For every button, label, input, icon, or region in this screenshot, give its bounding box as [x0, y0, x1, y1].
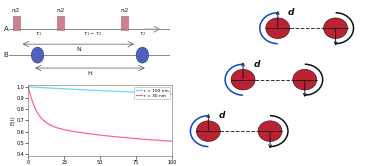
FancyBboxPatch shape [13, 16, 20, 30]
Circle shape [266, 18, 290, 39]
r = 30 nm [110, 135, 114, 137]
Circle shape [324, 18, 347, 39]
r = 100 nm [113, 90, 118, 92]
Line: r = 30 nm: r = 30 nm [28, 87, 172, 141]
Line: r = 100 nm: r = 100 nm [28, 87, 172, 94]
Text: $\pi$/2: $\pi$/2 [11, 6, 21, 14]
Text: H: H [88, 71, 92, 76]
Text: $\tau_1$: $\tau_1$ [35, 30, 42, 38]
r = 100 nm [26, 86, 31, 88]
FancyBboxPatch shape [57, 16, 64, 30]
Text: $\tau_1-\tau_2$: $\tau_1-\tau_2$ [83, 30, 102, 38]
r = 100 nm [150, 92, 154, 94]
r = 30 nm [150, 139, 154, 141]
Text: d: d [288, 8, 294, 17]
Y-axis label: E(t): E(t) [10, 116, 15, 125]
Circle shape [197, 121, 220, 141]
Ellipse shape [31, 47, 44, 63]
Text: $\pi$/2: $\pi$/2 [120, 6, 129, 14]
r = 30 nm [118, 136, 122, 138]
FancyBboxPatch shape [121, 16, 128, 30]
r = 100 nm [35, 86, 39, 88]
Circle shape [293, 69, 317, 90]
Text: d: d [218, 111, 225, 120]
Text: N: N [76, 46, 81, 52]
r = 30 nm [113, 136, 118, 138]
Legend: r = 100 nm, r = 30 nm: r = 100 nm, r = 30 nm [134, 87, 170, 99]
r = 100 nm [118, 90, 122, 92]
r = 100 nm [110, 90, 114, 92]
Text: $\pi$/2: $\pi$/2 [56, 6, 65, 14]
r = 100 nm [170, 93, 174, 95]
r = 30 nm [35, 111, 39, 113]
r = 100 nm [135, 91, 139, 93]
Ellipse shape [136, 47, 149, 63]
Text: d: d [253, 60, 260, 69]
r = 30 nm [26, 86, 31, 88]
r = 30 nm [170, 140, 174, 142]
r = 30 nm [135, 138, 139, 140]
Text: B: B [4, 52, 9, 58]
Circle shape [258, 121, 282, 141]
Text: A: A [4, 26, 9, 32]
Text: $\tau_2$: $\tau_2$ [139, 30, 146, 38]
Circle shape [231, 69, 255, 90]
